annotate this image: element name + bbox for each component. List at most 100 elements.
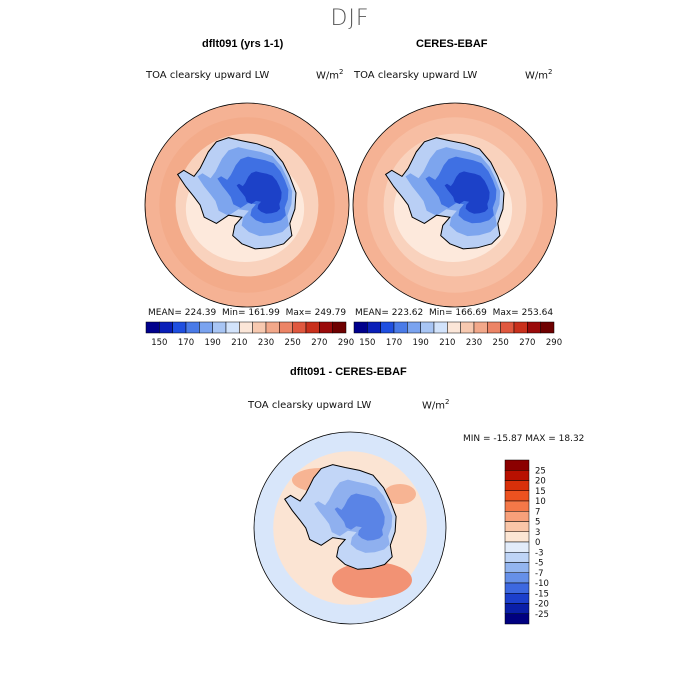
colorbar-swatch [504,521,530,532]
polar-map-obs [352,102,558,308]
colorbar-swatch [504,603,530,614]
panel-title-diff: dflt091 - CERES-EBAF [290,366,407,378]
colorbar-swatch [380,321,395,334]
colorbar-swatch [447,321,461,334]
colorbar-tick-label: 250 [285,338,301,348]
polar-map-diff [253,431,447,625]
colorbar-swatch [504,459,530,471]
colorbar-swatch [252,321,267,334]
colorbar-swatch [513,321,528,334]
colorbar-tick-label: -5 [535,559,543,569]
colorbar-tick-label: -25 [535,610,549,620]
colorbar-swatch [172,321,187,334]
colorbar-tick-label: -7 [535,569,543,579]
colorbar-swatch [420,321,435,334]
units-label-obs: W/m2 [525,68,553,82]
units-label-diff: W/m2 [422,398,450,412]
variable-label-model: TOA clearsky upward LW [146,70,270,81]
colorbar-tick-label: 3 [535,528,540,538]
colorbar-tick-label: 15 [535,487,546,497]
colorbar-swatch [504,562,530,573]
colorbar-tick-label: 0 [535,538,540,548]
colorbar-swatch [199,321,213,334]
colorbar-swatch [225,321,240,334]
colorbar-swatch [460,321,475,334]
colorbar-tick-label: 230 [258,338,274,348]
colorbar-tick-label: 250 [493,338,509,348]
colorbar-swatch [504,613,530,625]
colorbar-tick-label: -3 [535,548,543,558]
colorbar-swatch [159,321,173,334]
colorbar-tick-label: 190 [413,338,429,348]
colorbar-swatch [279,321,293,334]
stats-mean: MEAN= 224.39 [148,308,217,318]
colorbar-swatch [500,321,515,334]
colorbar-tick-label: 290 [338,338,354,348]
colorbar-swatch [353,321,368,334]
colorbar-swatch [145,321,160,334]
stats-min: Min= 161.99 [221,308,280,318]
positive-anomaly-3 [384,484,416,504]
plateau-fill-3 [236,171,282,214]
colorbar-obs: 150 170 190 210 230 250 270 290 [353,321,562,348]
colorbar-swatch [527,321,541,334]
colorbar-swatch [265,321,280,334]
colorbar-swatch [393,321,408,334]
colorbar-swatch [212,321,227,334]
stats-obs: MEAN= 223.62 Min= 166.69 Max= 253.64 [355,308,553,318]
colorbar-swatch [185,321,200,334]
colorbar-tick-label: 20 [535,477,546,487]
colorbar-swatch [504,582,530,594]
stats-mean: MEAN= 223.62 [355,308,424,318]
negative-anomaly-2 [334,493,385,541]
colorbar-swatch [487,321,501,334]
positive-anomaly-1 [332,562,412,598]
stats-max: Max= 253.64 [492,308,554,318]
variable-label-diff: TOA clearsky upward LW [248,400,372,411]
colorbar-swatch [407,321,421,334]
stats-diff: MIN = -15.87 MAX = 18.32 [463,434,585,444]
colorbar-swatch [504,470,530,481]
colorbar-tick-label: 150 [359,338,375,348]
colorbar-tick-label: 10 [535,497,546,507]
colorbar-swatch [319,321,333,334]
colorbar-swatch [292,321,307,334]
colorbar-swatch [504,552,530,563]
plateau-fill-3 [444,171,490,214]
map-border [253,431,447,625]
map-border [352,102,558,308]
stats-min: Min= 166.69 [428,308,487,318]
colorbar-tick-label: 270 [311,338,327,348]
colorbar-tick-label: -15 [535,589,549,599]
coastline [284,464,397,570]
colorbar-model: 150 170 190 210 230 250 270 290 [145,321,354,348]
panel-title-obs: CERES-EBAF [416,38,488,50]
colorbar-swatch [473,321,488,334]
colorbar-swatch [305,321,320,334]
colorbar-tick-label: 170 [386,338,402,348]
stats-model: MEAN= 224.39 Min= 161.99 Max= 249.79 [148,308,346,318]
polar-map-model [144,102,350,308]
colorbar-swatch [504,480,530,491]
colorbar-swatch [239,321,253,334]
colorbar-tick-label: 190 [205,338,221,348]
colorbar-tick-label: 210 [439,338,455,348]
colorbar-tick-label: 290 [546,338,562,348]
variable-label-obs: TOA clearsky upward LW [354,70,478,81]
colorbar-tick-label: 270 [519,338,535,348]
colorbar-tick-label: 25 [535,466,546,476]
stats-max: Max= 249.79 [285,308,347,318]
colorbar-tick-label: 5 [535,518,540,528]
colorbar-swatch [504,511,530,522]
colorbar-swatch [540,321,555,334]
colorbar-tick-label: 230 [466,338,482,348]
panel-title-model: dflt091 (yrs 1-1) [202,38,284,50]
coastline [176,137,297,250]
colorbar-swatch [504,541,530,553]
colorbar-swatch [433,321,448,334]
colorbar-swatch [504,500,530,512]
colorbar-tick-label: -20 [535,600,549,610]
colorbar-tick-label: 7 [535,507,540,517]
colorbar-tick-label: 150 [151,338,167,348]
